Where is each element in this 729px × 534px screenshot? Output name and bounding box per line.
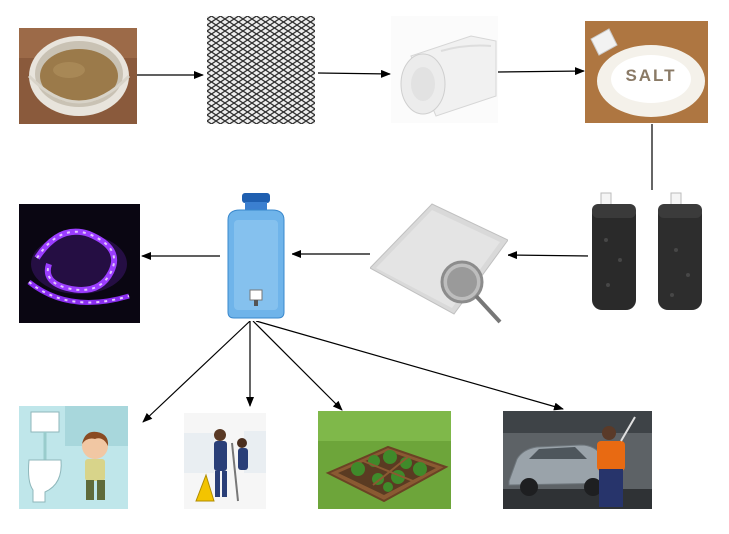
arrow-water-container-to-garden	[252, 320, 343, 411]
garden-irrigation-image	[318, 411, 451, 509]
cleaning-staff-icon	[184, 413, 266, 509]
fine-mesh-screen-image	[370, 196, 508, 324]
salt-image: SALT	[585, 21, 708, 123]
wire-mesh-icon	[207, 16, 315, 124]
bucket-of-muddy-water-icon	[19, 28, 137, 124]
arrow-wire-mesh-to-cotton-roll	[317, 69, 391, 78]
uv-led-strip-image	[19, 204, 140, 323]
toilet-cartoon-icon	[19, 406, 128, 509]
charcoal-filter-cartridges-icon	[588, 190, 712, 316]
uv-led-strip-icon	[19, 204, 140, 323]
salt-pile-icon: SALT	[585, 21, 708, 123]
water-container-image	[220, 190, 292, 321]
cleaning-image	[184, 413, 266, 509]
arrow-water-container-to-car-wash	[255, 320, 564, 411]
toilet-flushing-image	[19, 406, 128, 509]
arrow-water-container-to-toilet	[142, 320, 251, 423]
muddy-water-image	[19, 28, 137, 124]
wire-mesh-image	[207, 16, 315, 124]
cotton-roll-icon	[391, 16, 498, 123]
arrow-charcoal-to-fine-mesh	[507, 251, 591, 260]
fine-mesh-with-magnifier-icon	[370, 196, 508, 324]
salt-label: SALT	[625, 66, 676, 85]
water-dispenser-bottle-icon	[220, 190, 292, 321]
cotton-roll-image	[391, 16, 498, 123]
car-wash-icon	[503, 411, 652, 509]
arrow-cotton-roll-to-salt	[497, 67, 585, 76]
vegetable-garden-icon	[318, 411, 451, 509]
car-washing-image	[503, 411, 652, 509]
charcoal-filters-image	[588, 190, 712, 316]
